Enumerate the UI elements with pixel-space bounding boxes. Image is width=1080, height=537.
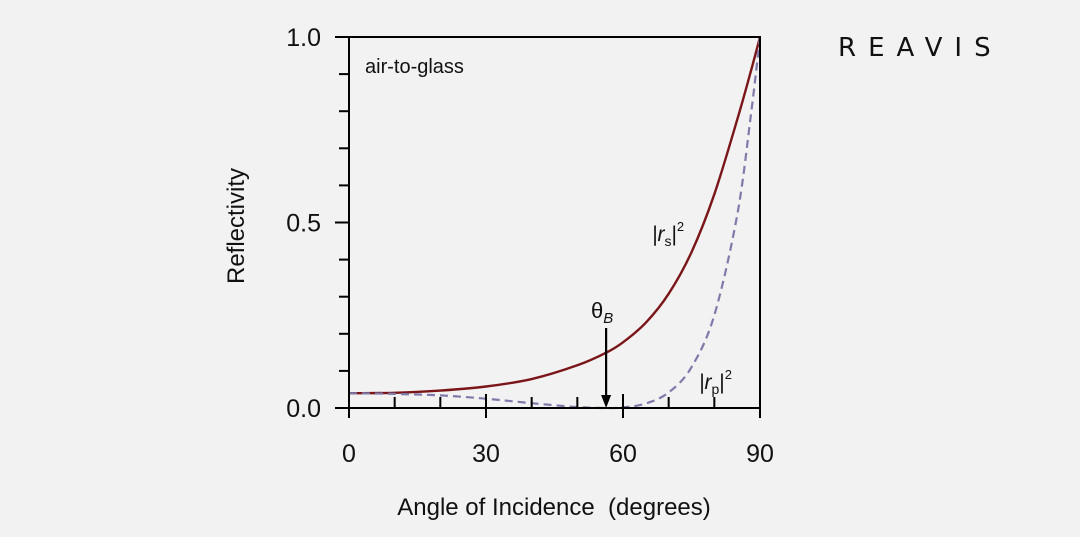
rp-label-tail: | xyxy=(719,371,724,394)
x-tick-label: 90 xyxy=(746,440,774,468)
series-line-1 xyxy=(348,36,762,410)
x-axis-label: Angle of Incidence (degrees) xyxy=(397,494,711,521)
y-tick-label: 0.0 xyxy=(286,395,321,423)
brewster-marker: θB xyxy=(591,298,613,408)
x-tick-label: 60 xyxy=(609,440,637,468)
minor-ticks xyxy=(335,36,761,418)
brewster-theta: θ xyxy=(591,298,603,323)
y-axis-label: Reflectivity xyxy=(223,168,250,284)
x-tick-label: 30 xyxy=(472,440,500,468)
rp-label-sub: p xyxy=(711,381,719,397)
annotation-air-to-glass: air-to-glass xyxy=(365,56,464,78)
plot-frame xyxy=(348,36,761,409)
rs-label-sup: 2 xyxy=(677,219,684,234)
rp-label-main: |r xyxy=(699,371,712,394)
x-tick-labels: 0 30 60 90 xyxy=(342,440,774,468)
x-tick-label: 0 xyxy=(342,440,356,468)
rs-label-tail: | xyxy=(671,223,676,246)
brewster-label: θB xyxy=(591,298,613,327)
rs-label-main: |r xyxy=(652,223,665,246)
rs-label-sub: s xyxy=(664,233,671,249)
y-tick-label: 0.5 xyxy=(286,210,321,238)
curves-layer xyxy=(348,36,762,410)
brewster-subscript: B xyxy=(603,310,613,327)
y-tick-labels: 0.0 0.5 1.0 xyxy=(286,24,321,423)
rp-label-sup: 2 xyxy=(725,367,732,382)
series-label-rs: |rs|2 xyxy=(652,219,684,249)
brewster-arrow-head xyxy=(601,395,612,408)
y-tick-label: 1.0 xyxy=(286,24,321,52)
series-line-0 xyxy=(348,36,762,395)
series-label-rp: |rp|2 xyxy=(699,367,732,397)
brand-logo: REAVIS xyxy=(838,33,1003,63)
